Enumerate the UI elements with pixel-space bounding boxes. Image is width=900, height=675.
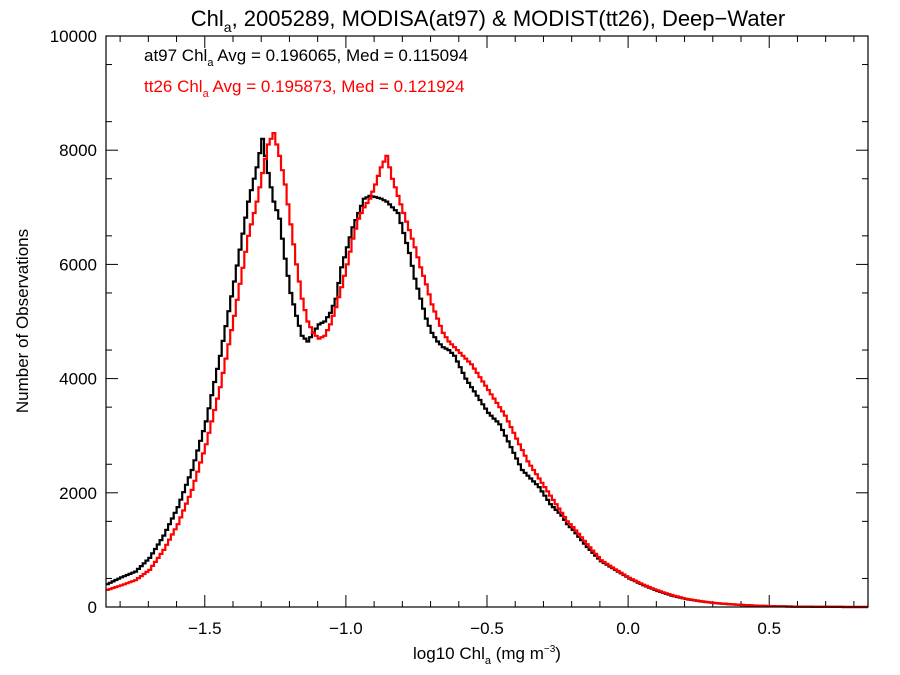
x-tick-labels: −1.5 −1.0 −0.5 0.0 0.5 — [188, 619, 781, 638]
x-tick-label: −1.5 — [188, 619, 222, 638]
x-tick-label: −0.5 — [470, 619, 504, 638]
y-tick-label: 0 — [88, 598, 97, 617]
x-tick-label: −1.0 — [329, 619, 363, 638]
y-tick-label: 6000 — [59, 255, 97, 274]
y-tick-label: 10000 — [50, 27, 97, 46]
x-tick-label: 0.5 — [757, 619, 781, 638]
series-line-tt26 — [106, 132, 868, 609]
series-layer — [106, 132, 868, 609]
chart-title: Chla, 2005289, MODISA(at97) & MODIST(tt2… — [191, 6, 786, 35]
x-tick-label: 0.0 — [616, 619, 640, 638]
y-tick-labels: 0 2000 4000 6000 8000 10000 — [50, 27, 97, 617]
y-tick-label: 4000 — [59, 370, 97, 389]
annotation-tt26: tt26 Chla Avg = 0.195873, Med = 0.121924 — [144, 77, 465, 100]
y-axis-label: Number of Observations — [13, 229, 32, 413]
x-axis-label: log10 Chla (mg m−3) — [413, 644, 561, 667]
y-tick-label: 2000 — [59, 484, 97, 503]
plot-frame — [105, 35, 869, 608]
annotation-at97: at97 Chla Avg = 0.196065, Med = 0.115094 — [144, 46, 468, 69]
y-tick-label: 8000 — [59, 141, 97, 160]
